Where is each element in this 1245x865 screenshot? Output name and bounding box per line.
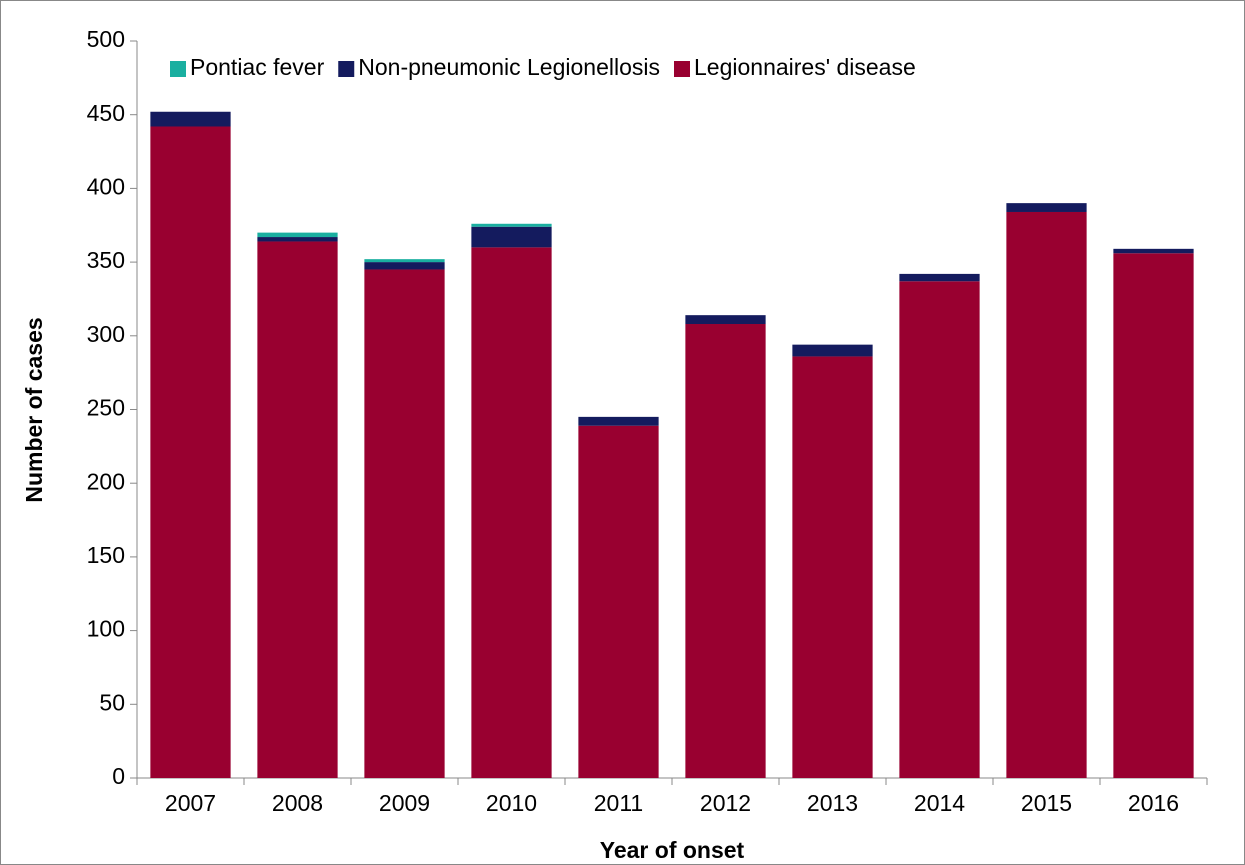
bar-segment (578, 425, 659, 778)
bar-segment (471, 223, 552, 227)
bar-segment (792, 344, 873, 357)
bar-segment (364, 259, 445, 263)
legend-label: Legionnaires' disease (694, 54, 916, 80)
bar-segment (257, 237, 338, 242)
bar-segment (150, 111, 231, 127)
x-tick-label: 2015 (1021, 790, 1072, 816)
bar-segment (364, 269, 445, 778)
bar-segment (899, 273, 980, 282)
x-tick-label: 2010 (486, 790, 537, 816)
y-tick-label: 200 (87, 468, 125, 494)
bar-segment (578, 416, 659, 426)
bar-segment (685, 315, 766, 325)
bar-segment (1006, 203, 1087, 212)
y-axis-title: Number of cases (21, 317, 47, 502)
bar-segment (1113, 253, 1194, 779)
bar-segment (1006, 211, 1087, 778)
x-tick-label: 2012 (700, 790, 751, 816)
x-tick-label: 2008 (272, 790, 323, 816)
bar-segment (364, 262, 445, 270)
x-tick-label: 2013 (807, 790, 858, 816)
legend-swatch (338, 61, 355, 77)
bar-segment (471, 226, 552, 248)
x-tick-label: 2009 (379, 790, 430, 816)
bar-segment (685, 324, 766, 778)
bar-segment (257, 241, 338, 779)
bar-segment (792, 356, 873, 778)
x-tick-label: 2014 (914, 790, 965, 816)
x-tick-label: 2007 (165, 790, 216, 816)
bar-segment (257, 232, 338, 238)
y-tick-label: 300 (87, 321, 125, 347)
x-tick-label: 2011 (594, 790, 643, 816)
bar-segment (899, 281, 980, 778)
y-tick-label: 350 (87, 247, 125, 273)
bar-segment (1113, 248, 1194, 254)
legend-label: Non-pneumonic Legionellosis (358, 54, 660, 80)
y-tick-label: 100 (87, 616, 125, 642)
bar-segment (471, 247, 552, 779)
y-tick-label: 150 (87, 542, 125, 568)
legend-swatch (674, 61, 690, 77)
y-tick-label: 500 (87, 26, 125, 52)
x-tick-label: 2016 (1128, 790, 1179, 816)
y-tick-label: 0 (112, 763, 125, 789)
legend-swatch (170, 61, 186, 77)
y-tick-label: 50 (99, 689, 125, 715)
y-tick-label: 450 (87, 100, 125, 126)
bar-segment (150, 126, 231, 778)
y-tick-label: 400 (87, 173, 125, 199)
x-axis-title: Year of onset (600, 837, 745, 863)
y-tick-label: 250 (87, 395, 125, 421)
legend-label: Pontiac fever (190, 54, 325, 80)
